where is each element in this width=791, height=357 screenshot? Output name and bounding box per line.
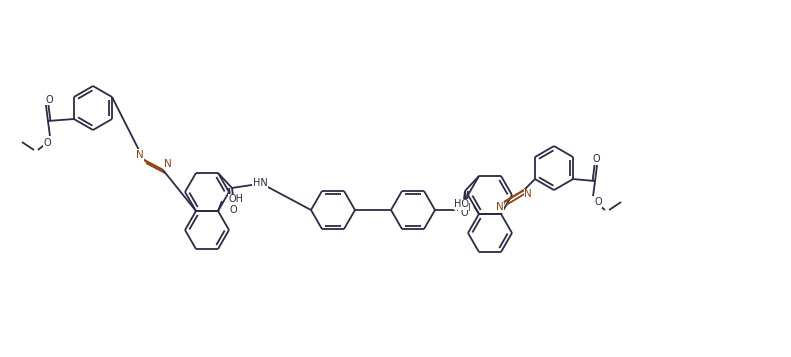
Text: HO: HO [454, 199, 469, 209]
Text: N: N [496, 202, 504, 212]
Text: N: N [164, 159, 172, 169]
Text: O: O [45, 95, 53, 105]
Text: O: O [229, 205, 237, 215]
Text: N: N [136, 150, 144, 160]
Text: O: O [592, 154, 600, 164]
Text: NH: NH [456, 203, 471, 213]
Text: O: O [460, 208, 467, 218]
Text: N: N [524, 189, 532, 199]
Text: HN: HN [252, 178, 267, 188]
Text: O: O [44, 138, 51, 148]
Text: OH: OH [228, 194, 243, 204]
Text: O: O [594, 197, 602, 207]
